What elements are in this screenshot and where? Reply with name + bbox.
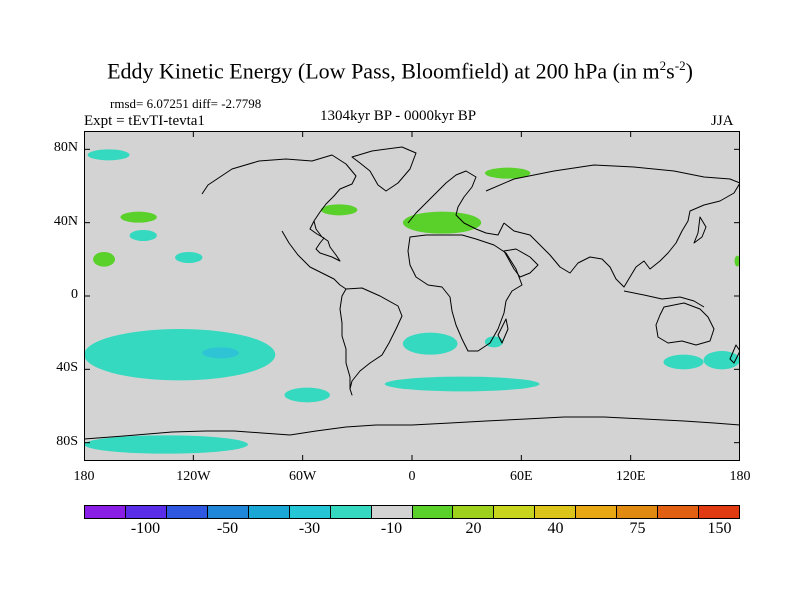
coastline-europe <box>407 170 505 236</box>
anomaly-patch <box>734 255 740 267</box>
latitude-label: 80S <box>56 433 78 449</box>
colorbar-bin <box>371 506 413 518</box>
anomaly-patch <box>402 211 482 234</box>
colorbar <box>84 505 740 519</box>
anomaly-patch <box>129 230 157 241</box>
coastline-antarctica <box>84 416 740 440</box>
colorbar-label: 150 <box>707 520 732 537</box>
coastline-indonesia <box>623 290 705 308</box>
world-map <box>84 131 740 461</box>
longitude-label: 180 <box>73 469 95 484</box>
colorbar-bin <box>166 506 208 518</box>
anomaly-patch <box>402 332 458 355</box>
colorbar-bin <box>576 506 618 518</box>
colorbar-bin <box>699 506 739 518</box>
anomaly-patch <box>320 204 358 216</box>
anomaly-patch <box>703 351 740 370</box>
experiment-label: Expt = tEvTI-tevta1 <box>84 113 205 129</box>
coastline-asia <box>485 164 740 288</box>
colorbar-label: -30 <box>298 520 321 537</box>
colorbar-bin <box>617 506 659 518</box>
coastline-new-zealand <box>729 344 740 364</box>
anomaly-patch <box>663 354 704 370</box>
anomaly-patch <box>87 149 130 161</box>
colorbar-label: -10 <box>380 520 403 537</box>
longitude-label: 0 <box>408 469 416 484</box>
longitude-label: 120W <box>176 469 211 484</box>
chart-title: Eddy Kinetic Energy (Low Pass, Bloomfiel… <box>107 58 693 84</box>
anomaly-patch <box>202 347 239 359</box>
latitude-label: 80N <box>53 140 78 156</box>
colorbar-bin <box>453 506 495 518</box>
coastline-central-america <box>281 230 347 290</box>
anomaly-patch <box>84 435 248 454</box>
anomaly-patch <box>120 211 157 223</box>
colorbar-label: -100 <box>130 520 161 537</box>
longitude-label: 60E <box>510 469 533 484</box>
longitude-label: 180 <box>729 469 751 484</box>
colorbar-bin <box>412 506 454 518</box>
colorbar-bin <box>85 506 126 518</box>
coastline-north-america <box>201 154 357 262</box>
latitude-label: 0 <box>71 287 78 302</box>
anomaly-patch <box>84 329 276 381</box>
coastline-south-america <box>339 287 403 396</box>
colorbar-bin <box>494 506 536 518</box>
anomaly-patch <box>484 167 531 179</box>
anomaly-patch <box>93 252 115 267</box>
colorbar-bin <box>330 506 372 518</box>
colorbar-label: 75 <box>629 520 646 537</box>
period-label: 1304kyr BP - 0000kyr BP <box>320 108 477 124</box>
anomaly-patch <box>175 252 203 263</box>
colorbar-label: -50 <box>216 520 239 537</box>
coastline-greenland <box>351 146 417 192</box>
colorbar-bin <box>125 506 167 518</box>
colorbar-label: 20 <box>465 520 482 537</box>
longitude-label: 60W <box>289 469 317 484</box>
map-background <box>84 131 740 461</box>
colorbar-label: 40 <box>547 520 564 537</box>
latitude-label: 40S <box>56 360 78 376</box>
coastline-africa <box>407 234 523 352</box>
colorbar-bin <box>658 506 700 518</box>
anomaly-patch <box>284 387 330 403</box>
coastline-madagascar <box>497 318 509 344</box>
season-label: JJA <box>711 113 734 129</box>
colorbar-bin <box>535 506 577 518</box>
colorbar-bin <box>207 506 249 518</box>
coastline-japan <box>693 216 707 244</box>
coastlines <box>84 146 740 440</box>
colorbar-bin <box>289 506 331 518</box>
longitude-label: 120E <box>615 469 646 484</box>
coastline-australia <box>655 302 715 346</box>
axis-ticks <box>84 131 740 461</box>
rmsd-diff-stats: rmsd= 6.07251 diff= -2.7798 <box>110 96 262 111</box>
anomaly-patch <box>384 376 540 392</box>
latitude-label: 40N <box>53 213 78 229</box>
colorbar-bin <box>248 506 290 518</box>
coastline-arabia <box>503 248 539 278</box>
anomaly-patches <box>84 149 740 454</box>
anomaly-patch <box>484 336 504 348</box>
